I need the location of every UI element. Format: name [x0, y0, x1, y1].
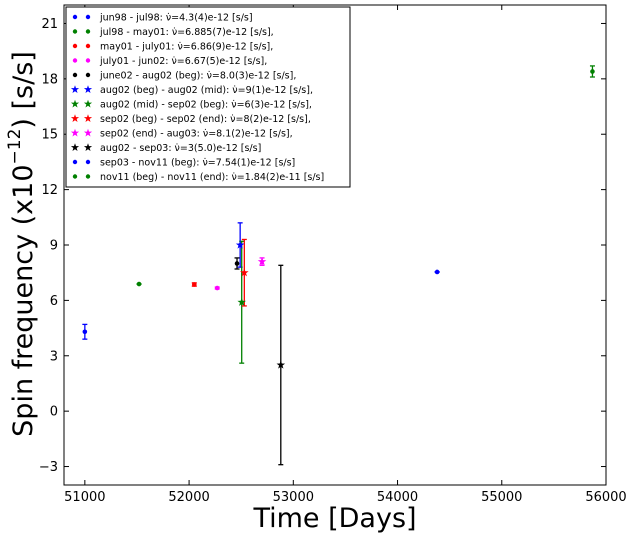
data-point-star — [240, 268, 249, 277]
x-tick-label: 56000 — [585, 490, 626, 505]
data-point — [214, 285, 220, 291]
legend-marker — [72, 159, 78, 165]
legend-entry: aug02 (mid) - sep02 (beg): ν̇=6(3)e-12 [… — [100, 100, 312, 111]
data-point — [82, 329, 88, 335]
legend-marker — [72, 14, 78, 20]
legend-marker-star — [70, 143, 80, 151]
data-point — [136, 281, 142, 287]
x-tick-label: 54000 — [377, 490, 418, 505]
y-axis-label: Spin frequency (x10−12) [s/s] — [5, 51, 39, 437]
legend-entry: nov11 (beg) - nov11 (end): ν̇=1.84(2)e-1… — [100, 172, 324, 183]
y-tick-label: 0 — [50, 405, 58, 420]
legend-marker — [72, 58, 78, 63]
data-point — [234, 261, 240, 266]
x-axis-label: Time [Days] — [252, 503, 416, 534]
data-point-star — [276, 360, 286, 369]
legend-marker-star — [70, 114, 80, 122]
legend-entry: june02 - aug02 (beg): ν̇=8.0(3)e-12 [s/s… — [99, 71, 296, 82]
legend-entry: sep03 - nov11 (beg): ν̇=7.54(1)e-12 [s/s… — [100, 158, 295, 169]
legend-entry: may01 - july01: ν̇=6.86(9)e-12 [s/s], — [100, 42, 273, 53]
legend-marker — [85, 159, 91, 165]
legend-marker — [72, 174, 78, 179]
legend-entry: sep02 (end) - aug03: ν̇=8.1(2)e-12 [s/s]… — [100, 129, 293, 140]
y-tick-label: 15 — [41, 128, 58, 143]
legend-marker-star — [70, 85, 80, 93]
legend-marker-star — [83, 114, 93, 122]
y-tick-label: 9 — [50, 239, 58, 254]
legend-box — [65, 6, 351, 188]
data-point-star — [237, 297, 246, 306]
legend-marker — [72, 43, 78, 49]
legend-entry: sep02 (beg) - sep02 (end): ν̇=8(2)e-12 [… — [100, 114, 311, 125]
legend-marker — [85, 43, 91, 49]
legend-entry: july01 - jun02: ν̇=6.67(5)e-12 [s/s], — [99, 56, 267, 67]
legend-entry: jun98 - jul98: ν̇=4.3(4)e-12 [s/s] — [99, 13, 253, 24]
y-tick-label: 3 — [50, 349, 58, 364]
x-tick-label: 53000 — [273, 490, 314, 505]
data-point-star — [235, 240, 245, 249]
legend-marker — [85, 29, 91, 34]
legend-marker — [85, 58, 91, 63]
data-points — [82, 69, 595, 369]
y-axis-label-post: ) [s/s] — [8, 51, 39, 128]
legend-marker-star — [83, 99, 93, 108]
legend-marker — [72, 29, 78, 34]
x-tick-label: 55000 — [481, 490, 522, 505]
legend-marker-star — [70, 99, 80, 108]
y-axis-label-pre: Spin frequency (x10 — [8, 164, 39, 436]
y-tick-label: 12 — [41, 183, 58, 198]
legend-marker — [85, 14, 91, 20]
legend-marker — [85, 174, 91, 179]
legend: jun98 - jul98: ν̇=4.3(4)e-12 [s/s] jul98 … — [65, 6, 351, 188]
legend-marker — [85, 72, 91, 78]
axis-ticks: 51000 52000 53000 54000 55000 56000 −3 0 3 6 9 12 15… — [39, 5, 627, 505]
data-point — [191, 282, 197, 287]
data-point — [434, 269, 440, 275]
legend-marker-star — [83, 128, 93, 137]
y-tick-label: −3 — [39, 460, 58, 475]
legend-marker — [72, 72, 78, 78]
legend-marker-star — [83, 143, 93, 151]
legend-marker-star — [83, 85, 93, 93]
x-tick-label: 51000 — [64, 490, 105, 505]
x-tick-label: 52000 — [168, 490, 209, 505]
data-point-star — [257, 257, 267, 266]
legend-entry: jul98 - may01: ν̇=6.885(7)e-12 [s/s], — [99, 27, 274, 38]
y-axis-label-exponent: −12 — [5, 129, 25, 165]
legend-entry: aug02 - sep03: ν̇=3(5.0)e-12 [s/s] — [100, 143, 261, 154]
y-tick-label: 21 — [41, 17, 58, 32]
y-tick-label: 18 — [41, 72, 58, 87]
data-point — [590, 69, 595, 74]
legend-marker-star — [70, 128, 80, 137]
y-tick-label: 6 — [50, 294, 58, 309]
legend-entry: aug02 (beg) - aug02 (mid): ν̇=9(1)e-12 [… — [100, 85, 313, 96]
